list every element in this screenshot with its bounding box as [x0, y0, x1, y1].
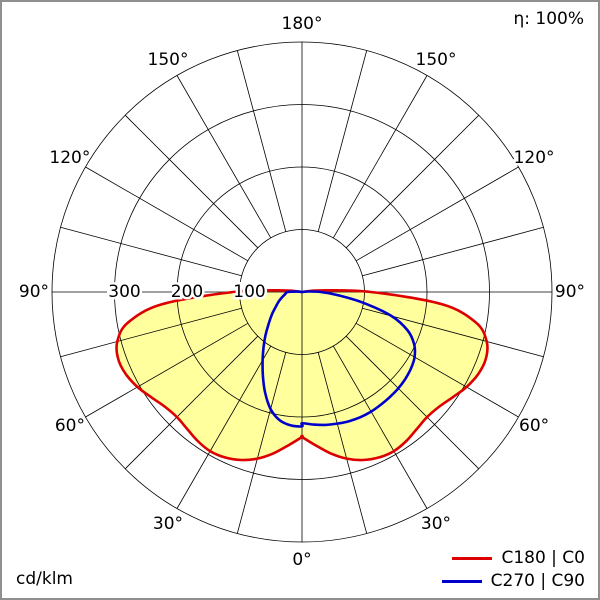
angle-tick-label: 90° [19, 282, 49, 302]
legend-label-c270-c90: C270 | C90 [490, 571, 585, 591]
angle-tick-label: 180° [282, 14, 323, 34]
angle-tick-label: 0° [292, 550, 311, 570]
radial-tick-label: 300 [108, 282, 140, 302]
angle-tick-label: 30° [153, 514, 183, 534]
angle-tick-label: 150° [416, 50, 457, 70]
legend-item-c270-c90: C270 | C90 [441, 571, 585, 591]
legend-line-red-icon [452, 556, 493, 560]
radial-tick-label: 200 [171, 282, 203, 302]
angle-tick-label: 90° [555, 282, 585, 302]
angle-tick-label: 30° [421, 514, 451, 534]
angle-tick-label: 60° [55, 416, 85, 436]
radial-tick-label: 100 [233, 282, 265, 302]
angle-tick-label: 60° [519, 416, 549, 436]
efficiency-label: η: 100% [513, 9, 584, 29]
legend-item-c180-c0: C180 | C0 [452, 548, 585, 568]
unit-label: cd/klm [16, 569, 73, 589]
angle-tick-label: 120° [49, 148, 90, 168]
angle-tick-label: 120° [514, 148, 555, 168]
legend-line-blue-icon [441, 579, 482, 583]
legend-label-c180-c0: C180 | C0 [501, 548, 585, 568]
angle-tick-label: 150° [148, 50, 189, 70]
legend: C180 | C0 C270 | C90 [441, 548, 585, 591]
